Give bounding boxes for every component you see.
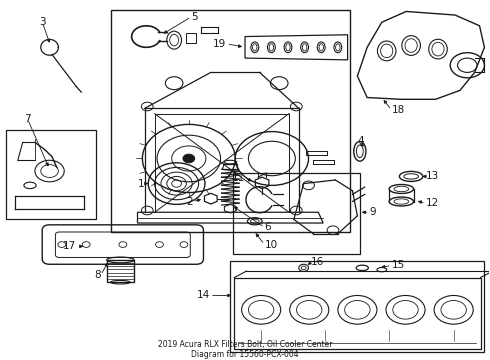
Text: 16: 16	[311, 257, 324, 267]
Text: 18: 18	[392, 105, 405, 115]
Text: 2: 2	[186, 197, 193, 207]
Bar	[111, 10, 350, 232]
Text: 15: 15	[392, 260, 405, 270]
Text: 19: 19	[213, 39, 226, 49]
Text: 2019 Acura RLX Filters Bolt, Oil Cooler Center
Diagram for 15560-PCX-004: 2019 Acura RLX Filters Bolt, Oil Cooler …	[158, 340, 332, 359]
Ellipse shape	[284, 42, 292, 53]
Circle shape	[301, 266, 306, 270]
Text: 17: 17	[63, 241, 76, 251]
Bar	[107, 260, 134, 282]
Text: 12: 12	[426, 198, 439, 208]
Text: 7: 7	[24, 114, 31, 124]
Ellipse shape	[318, 42, 325, 53]
Circle shape	[183, 154, 195, 163]
Text: 5: 5	[191, 12, 198, 22]
Text: 14: 14	[196, 291, 210, 301]
Text: 8: 8	[94, 270, 101, 280]
Ellipse shape	[334, 42, 342, 53]
Text: 10: 10	[265, 239, 278, 249]
Text: 13: 13	[426, 171, 439, 181]
Bar	[233, 173, 360, 253]
Ellipse shape	[301, 42, 309, 53]
Ellipse shape	[268, 42, 275, 53]
Text: 11: 11	[232, 173, 245, 183]
Bar	[234, 278, 481, 349]
Text: 3: 3	[39, 17, 46, 27]
Text: 4: 4	[357, 136, 364, 145]
Bar	[230, 261, 485, 352]
Text: 1: 1	[138, 179, 145, 189]
Bar	[5, 130, 96, 220]
Text: 9: 9	[369, 207, 376, 217]
Text: 6: 6	[265, 222, 271, 232]
Bar	[186, 33, 196, 42]
Ellipse shape	[251, 42, 259, 53]
